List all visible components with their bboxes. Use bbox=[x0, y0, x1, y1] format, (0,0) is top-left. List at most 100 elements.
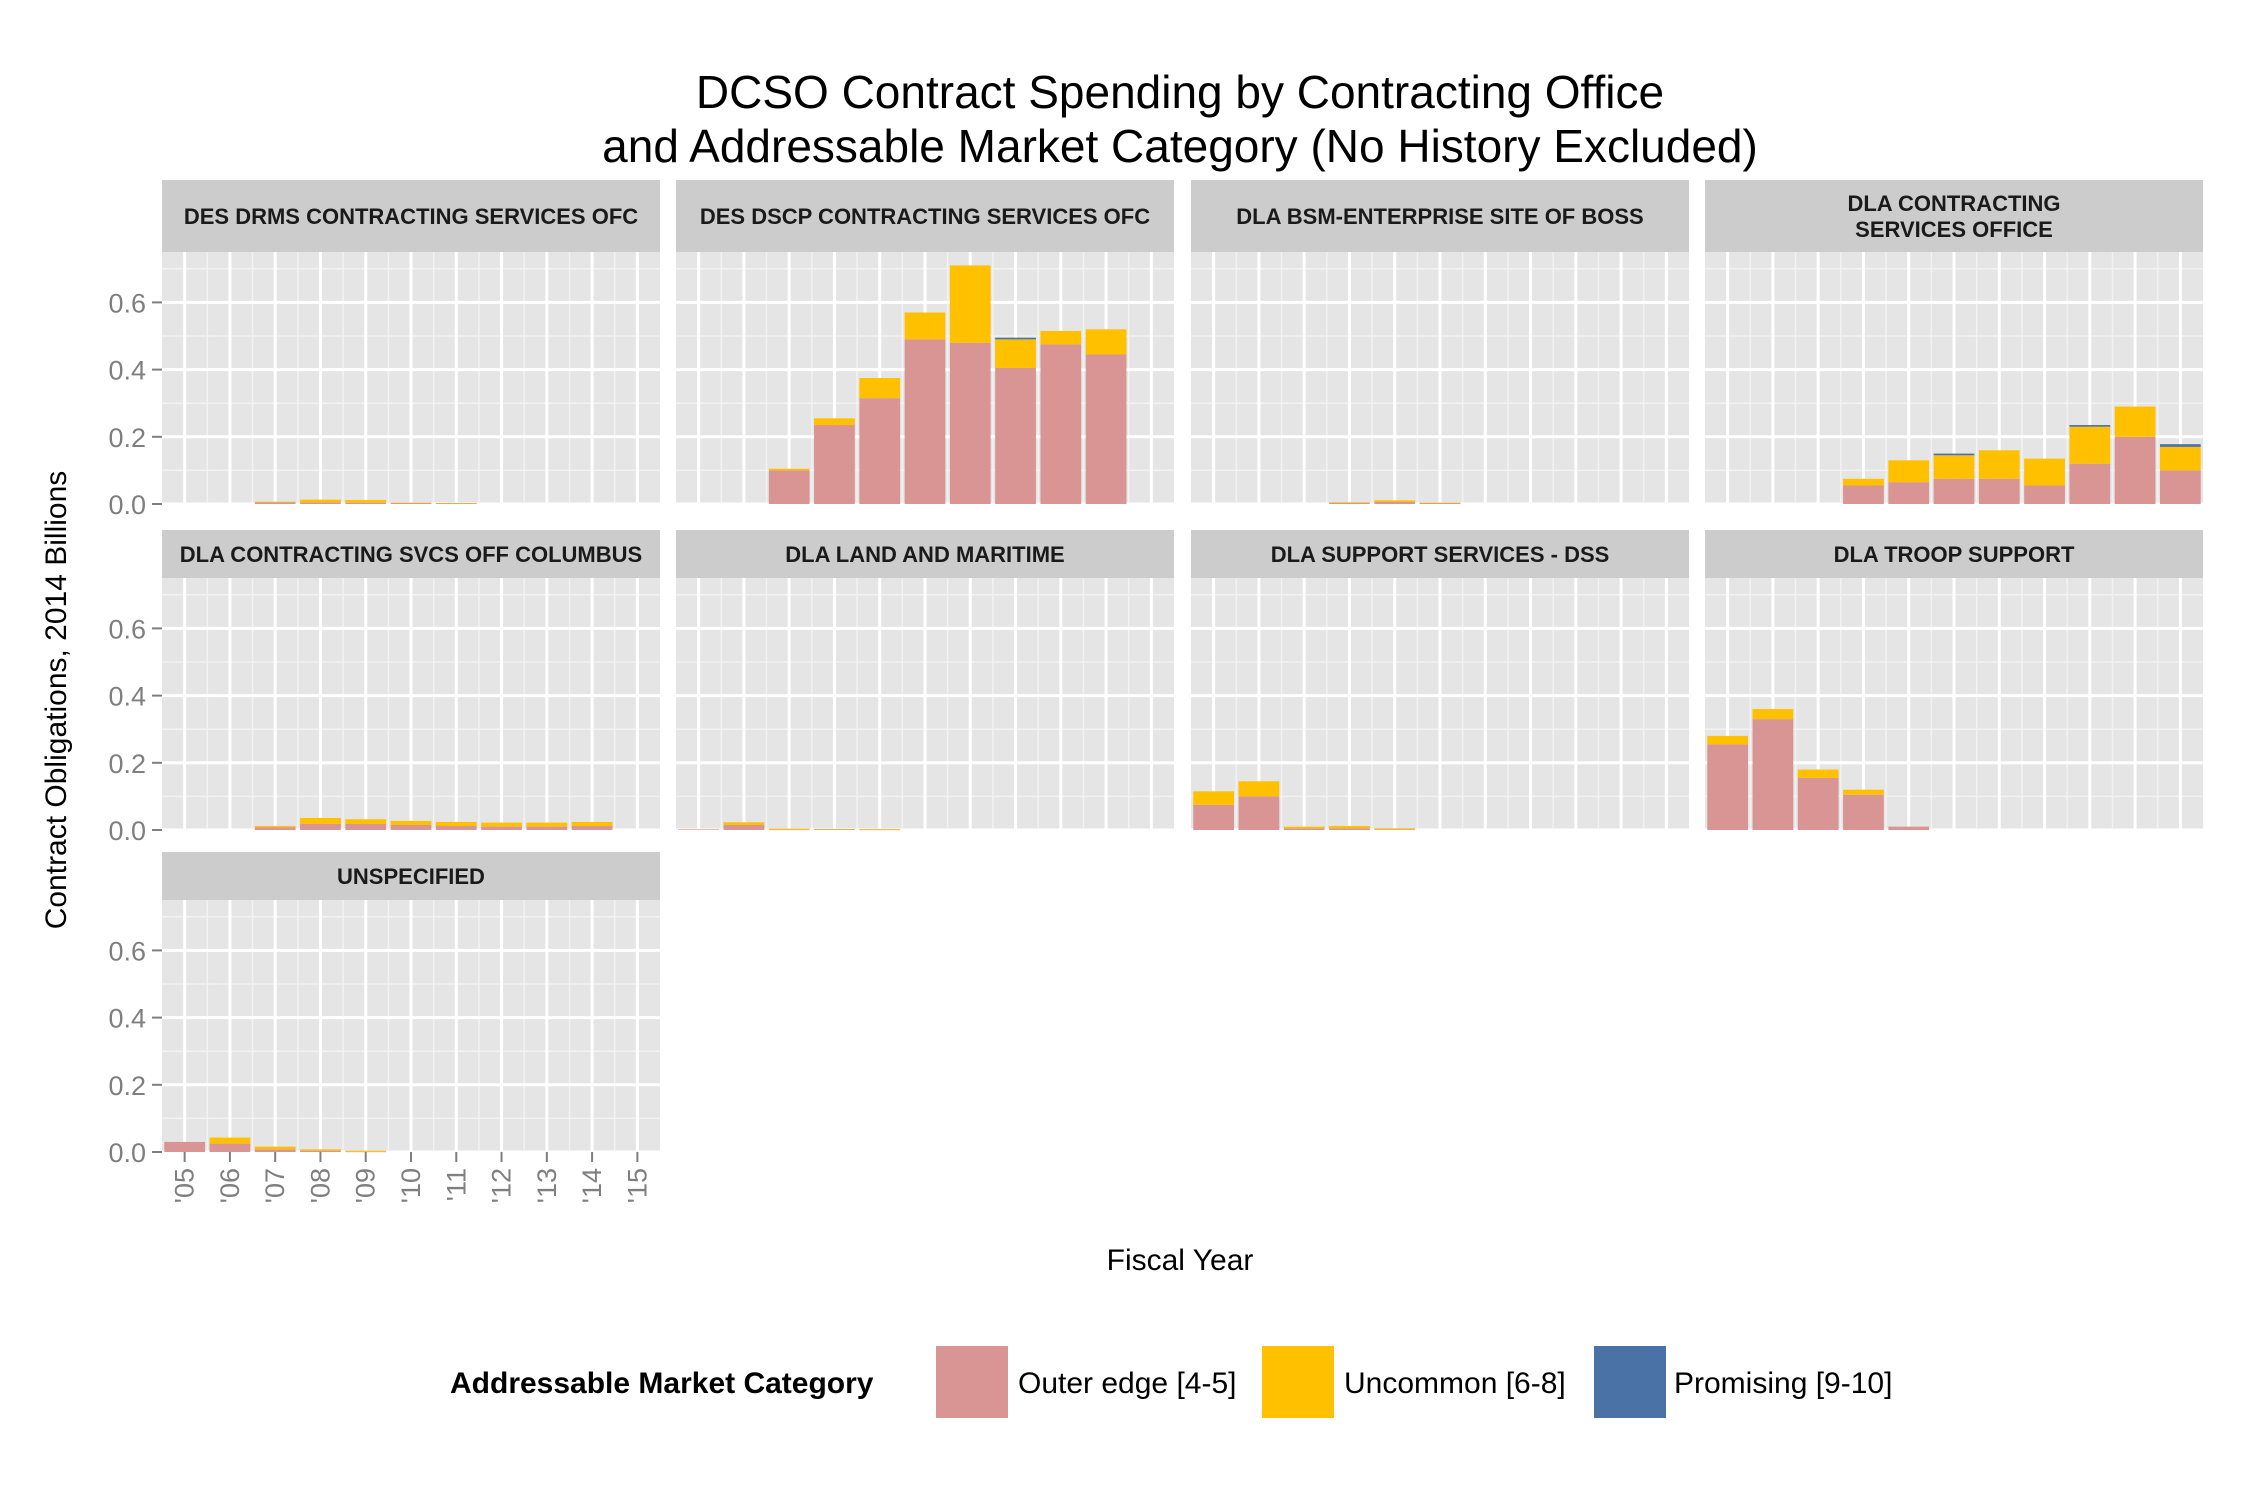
legend-label: Promising [9-10] bbox=[1674, 1367, 1892, 1400]
facet-strip bbox=[676, 530, 1174, 578]
x-tick-label: '09 bbox=[351, 1168, 381, 1203]
bar-segment bbox=[768, 470, 810, 504]
bar-segment bbox=[254, 827, 296, 830]
bar-segment bbox=[1329, 825, 1370, 829]
bar-segment bbox=[1933, 455, 1975, 479]
bar-segment bbox=[2024, 485, 2065, 504]
chart-title-line: DCSO Contract Spending by Contracting Of… bbox=[696, 66, 1664, 118]
bar-segment bbox=[995, 367, 1036, 504]
bar-segment bbox=[1888, 460, 1930, 483]
bar-segment bbox=[1843, 789, 1884, 795]
facet-grid: DES DRMS CONTRACTING SERVICES OFC 0.0 0.2 0… bbox=[108, 180, 2203, 1203]
facet-strip-label: UNSPECIFIED bbox=[337, 864, 485, 889]
bar-segment bbox=[768, 829, 810, 831]
bar-segment bbox=[345, 499, 387, 503]
legend-title: Addressable Market Category bbox=[450, 1367, 874, 1400]
bar-segment bbox=[995, 339, 1036, 368]
bar-segment bbox=[1329, 502, 1370, 503]
bar-segment bbox=[723, 822, 765, 825]
bar-segment bbox=[300, 502, 341, 504]
bar-segment bbox=[949, 342, 991, 504]
bar-segment bbox=[995, 337, 1036, 340]
bar-segment bbox=[678, 829, 720, 830]
chart-title: DCSO Contract Spending by Contracting Of… bbox=[602, 66, 1758, 172]
x-tick-label: '08 bbox=[305, 1168, 335, 1203]
y-tick-label: 0.4 bbox=[108, 1004, 146, 1034]
bar-segment bbox=[1933, 453, 1975, 456]
bar-segment bbox=[435, 503, 477, 504]
bar-segment bbox=[1193, 791, 1235, 805]
bar-segment bbox=[345, 1151, 387, 1153]
bar-segment bbox=[481, 822, 522, 827]
bar-segment bbox=[814, 828, 855, 830]
bar-segment bbox=[1707, 735, 1749, 745]
y-tick-label: 0.6 bbox=[108, 936, 146, 966]
facet-unspecified: UNSPECIFIED 0.0 0.2 0.4 0.6 '05 '06 '07 '08 '09 '1… bbox=[108, 852, 660, 1203]
legend-swatch bbox=[1594, 1346, 1666, 1418]
legend-swatch bbox=[1262, 1346, 1334, 1418]
bar-segment bbox=[571, 825, 613, 830]
bar-segment bbox=[481, 826, 522, 830]
bar-segment bbox=[390, 820, 432, 825]
bar-segment bbox=[1843, 478, 1884, 486]
bar-segment bbox=[1085, 329, 1127, 355]
legend-label: Outer edge [4-5] bbox=[1018, 1367, 1236, 1400]
y-tick-label: 0.2 bbox=[108, 423, 146, 453]
y-tick-label: 0.0 bbox=[108, 490, 146, 520]
bar-segment bbox=[1329, 828, 1370, 830]
bar-segment bbox=[300, 817, 341, 824]
bar-segment bbox=[1843, 485, 1884, 504]
facet-strip-label: DLA SUPPORT SERVICES - DSS bbox=[1271, 542, 1610, 567]
bar-segment bbox=[1283, 828, 1325, 830]
facet-strip-label: DLA BSM-ENTERPRISE SITE OF BOSS bbox=[1236, 204, 1643, 229]
x-tick-label: '12 bbox=[487, 1168, 517, 1203]
bar-segment bbox=[1978, 450, 2020, 479]
bar-segment bbox=[435, 502, 477, 504]
bar-segment bbox=[435, 821, 477, 826]
bar-segment bbox=[254, 501, 296, 503]
facet-strip bbox=[676, 180, 1174, 252]
facet-strip bbox=[1705, 180, 2203, 252]
bar-segment bbox=[1085, 354, 1127, 504]
facet-des-dscp-contracting-services-ofc: DES DSCP CONTRACTING SERVICES OFC bbox=[676, 180, 1174, 506]
bar-segment bbox=[1752, 709, 1794, 720]
x-axis-title: Fiscal Year bbox=[1107, 1244, 1254, 1277]
x-tick-label: '15 bbox=[622, 1168, 652, 1203]
facet-dla-land-and-maritime: DLA LAND AND MARITIME bbox=[676, 530, 1174, 832]
bar-segment bbox=[723, 824, 765, 830]
bar-segment bbox=[390, 502, 432, 504]
bar-segment bbox=[904, 312, 946, 340]
facet-dla-bsm-enterprise-site-of-boss: DLA BSM-ENTERPRISE SITE OF BOSS bbox=[1191, 180, 1689, 506]
y-tick-label: 0.4 bbox=[108, 682, 146, 712]
facet-strip bbox=[162, 852, 660, 900]
facet-strip bbox=[1191, 530, 1689, 578]
bar-segment bbox=[1752, 719, 1794, 830]
x-tick-label: '13 bbox=[532, 1168, 562, 1203]
y-tick-label: 0.0 bbox=[108, 816, 146, 846]
bar-segment bbox=[1374, 829, 1416, 830]
bar-segment bbox=[164, 1141, 206, 1152]
bar-segment bbox=[345, 502, 387, 504]
bar-segment bbox=[1707, 744, 1749, 830]
x-tick-label: '06 bbox=[215, 1168, 245, 1203]
bar-segment bbox=[1797, 777, 1839, 830]
bar-segment bbox=[345, 823, 387, 830]
bar-segment bbox=[859, 829, 901, 831]
facet-strip-label: DES DSCP CONTRACTING SERVICES OFC bbox=[700, 204, 1150, 229]
bar-segment bbox=[526, 822, 568, 827]
bar-segment bbox=[300, 823, 341, 830]
bar-segment bbox=[571, 821, 613, 826]
x-tick-label: '11 bbox=[441, 1168, 471, 1201]
bar-segment bbox=[254, 1149, 296, 1152]
facet-dla-troop-support: DLA TROOP SUPPORT bbox=[1705, 530, 2203, 832]
bar-segment bbox=[254, 1146, 296, 1150]
bar-segment bbox=[390, 502, 432, 504]
bar-segment bbox=[1238, 796, 1280, 830]
facet-strip bbox=[162, 530, 660, 578]
facet-strip-label: DLA LAND AND MARITIME bbox=[785, 542, 1064, 567]
bar-segment bbox=[814, 418, 855, 426]
bar-segment bbox=[1888, 482, 1930, 504]
facet-strip-label: DLA CONTRACTING SERVICES OFFICE bbox=[1847, 191, 2060, 242]
bar-segment bbox=[300, 1150, 341, 1152]
bar-segment bbox=[768, 828, 810, 830]
